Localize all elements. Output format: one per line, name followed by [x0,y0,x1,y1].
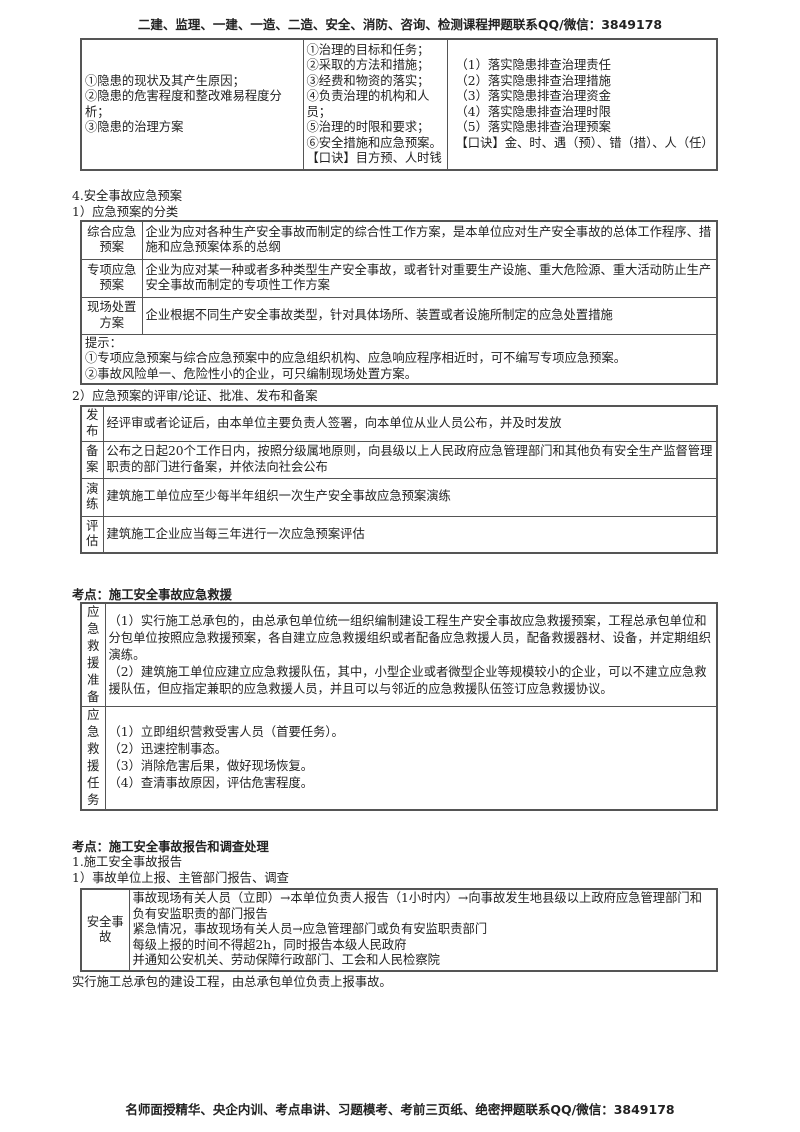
subsection-title: 1）应急预案的分类 [72,205,179,219]
text-line: ③隐患的治理方案 [85,120,184,134]
section-title: 考点：施工安全事故应急救援 [72,587,232,602]
table-row: 发布 经评审或者论证后，由本单位主要负责人签署，向本单位从业人员公布，并及时发放 [80,405,718,442]
table-row: 演练 建筑施工单位应至少每半年组织一次生产安全事故应急预案演练 [80,477,718,517]
plan-process-table: 发布 经评审或者论证后，由本单位主要负责人签署，向本单位从业人员公布，并及时发放 … [80,405,718,554]
section-title: 4.安全事故应急预案 [72,189,183,203]
row-text: 建筑施工企业应当每三年进行一次应急预案评估 [102,515,718,554]
hazard-table: ①隐患的现状及其产生原因； ②隐患的危害程度和整改难易程度分析； ③隐患的治理方… [80,38,718,171]
table-row: 安全事故 事故现场有关人员（立即）→本单位负责人报告（1小时内）→向事故发生地县… [80,888,718,972]
hazard-col3: （1）落实隐患排查治理责任 （2）落实隐患排查治理措施 （3）落实隐患排查治理资… [446,38,718,171]
row-text: 企业根据不同生产安全事故类型，针对具体场所、装置或者设施所制定的应急处置措施 [141,296,718,335]
table-row: 应急救援任务 （1）立即组织营救受害人员（首要任务）。 （2）迅速控制事态。 （… [80,706,718,811]
tip-line: ①专项应急预案与综合应急预案中的应急组织机构、应急响应程序相近时，可不编写专项应… [85,351,627,365]
text-line: ③经费和物资的落实； [306,73,430,88]
plan-types-table: 综合应急预案 企业为应对各种生产安全事故而制定的综合性工作方案，是本单位应对生产安… [80,220,718,385]
hazard-col2: ①治理的目标和任务； ②采取的方法和措施； ③经费和物资的落实； ④负责治理的机… [302,38,448,171]
page-footer: 名师面授精华、央企内训、考点串讲、习题模考、考前三页纸、绝密押题联系QQ/微信：… [125,1102,675,1117]
text-line: （2）迅速控制事态。 [108,742,228,756]
text-line: ①治理的目标和任务； [306,42,430,57]
row-text: 企业为应对某一种或者多种类型生产安全事故，或者针对重要生产设施、重大危险源、重大… [141,258,718,298]
text-line: ⑤治理的时限和要求； [306,120,430,134]
text-line: （5）落实隐患排查治理预案 [455,120,611,134]
text-line: 【口诀】目方预、人时钱 [306,151,442,165]
text-line: （2）建筑施工单位应建立应急救援队伍，其中，小型企业或者微型企业等规模较小的企业… [108,664,707,696]
text-line: ⑥安全措施和应急预案。 [306,135,442,150]
text-line: （4）查清事故原因，评估危害程度。 [108,776,314,790]
rescue-table: 应急救援准备 （1）实行施工总承包的，由总承包单位统一组织编制建设工程生产安全事… [80,602,718,811]
row-label: 应急救援任务 [80,706,106,811]
subsection-title: 1.施工安全事故报告 [72,855,183,869]
report-note: 实行施工总承包的建设工程，由总承包单位负责上报事故。 [72,975,392,989]
row-label: 安全事故 [80,888,130,972]
subsection-title: 2）应急预案的评审/论证、批准、发布和备案 [72,389,318,403]
text-line: （2）落实隐患排查治理措施 [455,73,611,88]
row-label: 专项应急预案 [80,258,143,298]
text-line: （1）实行施工总承包的，由总承包单位统一组织编制建设工程生产安全事故应急救援预案… [108,613,712,662]
table-row: 综合应急预案 企业为应对各种生产安全事故而制定的综合性工作方案，是本单位应对生产安… [80,220,718,260]
text-line: 【口诀】金、时、遇（预）、错（措）、人（任） [455,135,714,150]
row-label: 发布 [80,405,104,442]
text-line: （3）落实隐患排查治理资金 [455,89,611,103]
text-line: 紧急情况，事故现场有关人员→应急管理部门或负有安监职责部门 [132,922,488,937]
table-row: 专项应急预案 企业为应对某一种或者多种类型生产安全事故，或者针对重要生产设施、重大… [80,258,718,298]
subsection-title: 1）事故单位上报、主管部门报告、调查 [72,871,289,885]
row-text: 建筑施工单位应至少每半年组织一次生产安全事故应急预案演练 [102,477,718,517]
text-line: （4）落实隐患排查治理时限 [455,104,611,119]
hazard-col1: ①隐患的现状及其产生原因； ②隐患的危害程度和整改难易程度分析； ③隐患的治理方… [80,38,304,171]
row-text: 公布之日起20个工作日内，按照分级属地原则，向县级以上人民政府应急管理部门和其他… [102,440,718,479]
text-line: ②采取的方法和措施； [306,58,430,72]
text-line: ④负责治理的机构和人员； [306,89,430,119]
tip-line: 提示： [85,335,122,350]
row-label: 应急救援准备 [80,602,106,707]
text-line: （3）消除危害后果，做好现场恢复。 [108,759,314,773]
row-label: 备案 [80,440,104,479]
text-line: 事故现场有关人员（立即）→本单位负责人报告（1小时内）→向事故发生地县级以上政府… [132,891,703,921]
table-row: 现场处置方案 企业根据不同生产安全事故类型，针对具体场所、装置或者设施所制定的应急… [80,296,718,335]
section-title: 考点：施工安全事故报告和调查处理 [72,839,269,854]
report-table: 安全事故 事故现场有关人员（立即）→本单位负责人报告（1小时内）→向事故发生地县… [80,888,718,972]
text-line: 并通知公安机关、劳动保障行政部门、工会和人民检察院 [132,953,440,968]
page-header: 二建、监理、一建、一造、二造、安全、消防、咨询、检测课程押题联系QQ/微信：38… [137,17,663,32]
row-text: 企业为应对各种生产安全事故而制定的综合性工作方案，是本单位应对生产安全事故的总体… [141,220,718,260]
row-label: 演练 [80,477,104,517]
row-text: 经评审或者论证后，由本单位主要负责人签署，向本单位从业人员公布，并及时发放 [102,405,718,442]
table-row: 应急救援准备 （1）实行施工总承包的，由总承包单位统一组织编制建设工程生产安全事… [80,602,718,707]
text-line: （1）立即组织营救受害人员（首要任务）。 [108,725,344,739]
table-row: 备案 公布之日起20个工作日内，按照分级属地原则，向县级以上人民政府应急管理部门和… [80,440,718,479]
text-line: ①隐患的现状及其产生原因； [85,73,245,88]
text-line: ②隐患的危害程度和整改难易程度分析； [85,89,282,119]
row-label: 现场处置方案 [80,296,143,335]
row-label: 评估 [80,515,104,554]
text-line: （1）落实隐患排查治理责任 [455,58,611,72]
row-label: 综合应急预案 [80,220,143,260]
text-line: 每级上报的时间不得超2h，同时报告本级人民政府 [132,937,407,952]
tips-row: 提示： ①专项应急预案与综合应急预案中的应急组织机构、应急响应程序相近时，可不编… [80,333,718,385]
table-row: 评估 建筑施工企业应当每三年进行一次应急预案评估 [80,515,718,554]
tip-line: ②事故风险单一、危险性小的企业，可只编制现场处置方案。 [85,366,418,381]
